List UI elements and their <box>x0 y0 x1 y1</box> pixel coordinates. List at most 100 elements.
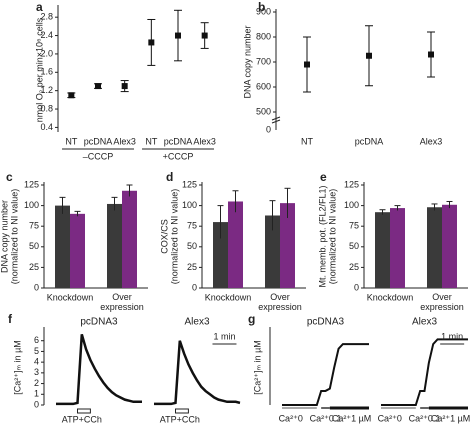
y-tick-label: 2.4 <box>40 30 53 40</box>
y-tick-label: 25 <box>29 262 39 272</box>
marker <box>428 51 434 58</box>
y-axis-label: [Ca²⁺]ₘ in µM <box>252 340 262 395</box>
y-tick-label: 3 <box>34 367 39 377</box>
trace <box>381 338 468 406</box>
x-tick-label: pcDNA <box>355 136 384 146</box>
group-label: –CCCP <box>83 151 114 161</box>
stimulus-label: ATP+CCh <box>62 414 102 424</box>
x-tick-label: NT <box>301 136 313 146</box>
bar <box>280 203 295 288</box>
y-tick-label: 75 <box>187 221 197 231</box>
y-tick-label: 75 <box>29 221 39 231</box>
y-axis-label: DNA copy number <box>242 25 252 98</box>
y-tick-label: 0 <box>34 399 39 409</box>
x-tick-label: Alex3 <box>193 136 216 146</box>
marker <box>201 32 208 39</box>
bar <box>442 204 457 288</box>
y-axis-label: (normalized to NI value) <box>327 189 337 285</box>
y-tick-label: 6 <box>34 335 39 345</box>
condition-label: Ca²⁺0 <box>378 413 402 423</box>
y-tick-label: 900 <box>256 6 271 16</box>
bar <box>107 203 122 288</box>
trace-title: Alex3 <box>412 317 437 328</box>
y-tick-label: 500 <box>256 106 271 116</box>
bar <box>228 201 243 288</box>
bar <box>265 215 280 288</box>
trace-title: pcDNA3 <box>80 317 118 328</box>
panel-letter: c <box>6 170 13 184</box>
y-tick-label: 2 <box>34 378 39 388</box>
y-tick-label: 700 <box>256 56 271 66</box>
marker <box>95 83 101 90</box>
marker <box>68 92 75 99</box>
condition-label: Ca²⁺1 µM <box>332 413 371 423</box>
y-tick-label: 1.2 <box>40 85 53 95</box>
bar <box>213 222 228 288</box>
y-tick-label: 600 <box>256 81 271 91</box>
axis-break <box>271 116 281 121</box>
y-tick-label: 4 <box>34 357 39 367</box>
condition-label: Ca²⁺0 <box>279 413 303 423</box>
y-tick-label: 0.4 <box>40 122 53 132</box>
y-tick-label: 5 <box>34 346 39 356</box>
panel-letter: f <box>8 312 13 326</box>
y-axis-label: [Ca²⁺]ₘ in µM <box>12 340 22 395</box>
y-axis-label: nmol O₂ per min×10⁶ cells <box>34 17 44 122</box>
y-tick-label: 125 <box>24 179 39 189</box>
condition-label: Ca²⁺1 µM <box>431 413 470 423</box>
marker <box>121 83 128 90</box>
y-tick-label: 125 <box>344 179 359 189</box>
y-tick-label: 125 <box>182 179 197 189</box>
y-tick-label: 100 <box>344 200 359 210</box>
x-tick-label: NT <box>65 136 77 146</box>
y-tick-label: 0 <box>266 124 271 134</box>
marker <box>175 32 181 39</box>
bar <box>55 205 70 288</box>
panel-letter: e <box>320 170 327 184</box>
bar <box>427 207 442 288</box>
x-tick-label: pcDNA <box>164 136 193 146</box>
panel-letter: b <box>258 0 265 14</box>
y-axis-label: COX/CS <box>159 219 169 254</box>
bar <box>70 213 85 288</box>
bar <box>122 190 137 288</box>
trace <box>154 340 241 406</box>
x-tick-label: Knockdown <box>367 292 414 302</box>
x-tick-label: Knockdown <box>47 292 94 302</box>
y-tick-label: 50 <box>349 241 359 251</box>
scale-label: 1 min <box>441 331 463 341</box>
x-tick-label: Over expression <box>258 292 302 312</box>
stimulus-bar <box>175 408 189 414</box>
x-tick-label: Over expression <box>420 292 464 312</box>
x-tick-label: pcDNA <box>84 136 113 146</box>
trace-title: Alex3 <box>184 317 209 328</box>
y-tick-label: 0 <box>192 282 197 292</box>
x-tick-label: Alex3 <box>113 136 136 146</box>
stimulus-bar <box>77 408 91 414</box>
y-tick-label: 100 <box>182 200 197 210</box>
trace-title: pcDNA3 <box>307 317 345 328</box>
y-tick-label: 25 <box>349 262 359 272</box>
condition-label: Ca²⁺0.1 <box>310 413 342 423</box>
bar <box>390 208 405 288</box>
y-axis-label: (normalized to NI value) <box>169 189 179 285</box>
marker <box>304 61 310 68</box>
group-label: +CCCP <box>163 151 194 161</box>
y-tick-label: 0 <box>34 282 39 292</box>
marker <box>366 52 372 59</box>
y-tick-label: 2.0 <box>40 48 53 58</box>
y-tick-label: 800 <box>256 31 271 41</box>
y-tick-label: 0.8 <box>40 103 53 113</box>
x-tick-label: NT <box>145 136 157 146</box>
y-tick-label: 1 <box>34 389 39 399</box>
panel-letter: d <box>166 170 173 184</box>
x-tick-label: Alex3 <box>420 136 443 146</box>
y-axis-label: (normalized to NI value) <box>9 189 19 285</box>
trace <box>56 333 142 406</box>
trace <box>282 343 369 406</box>
y-axis-label: DNA copy number <box>0 200 9 273</box>
y-tick-label: 2.8 <box>40 12 53 22</box>
y-tick-label: 50 <box>29 241 39 251</box>
y-tick-label: 100 <box>24 200 39 210</box>
